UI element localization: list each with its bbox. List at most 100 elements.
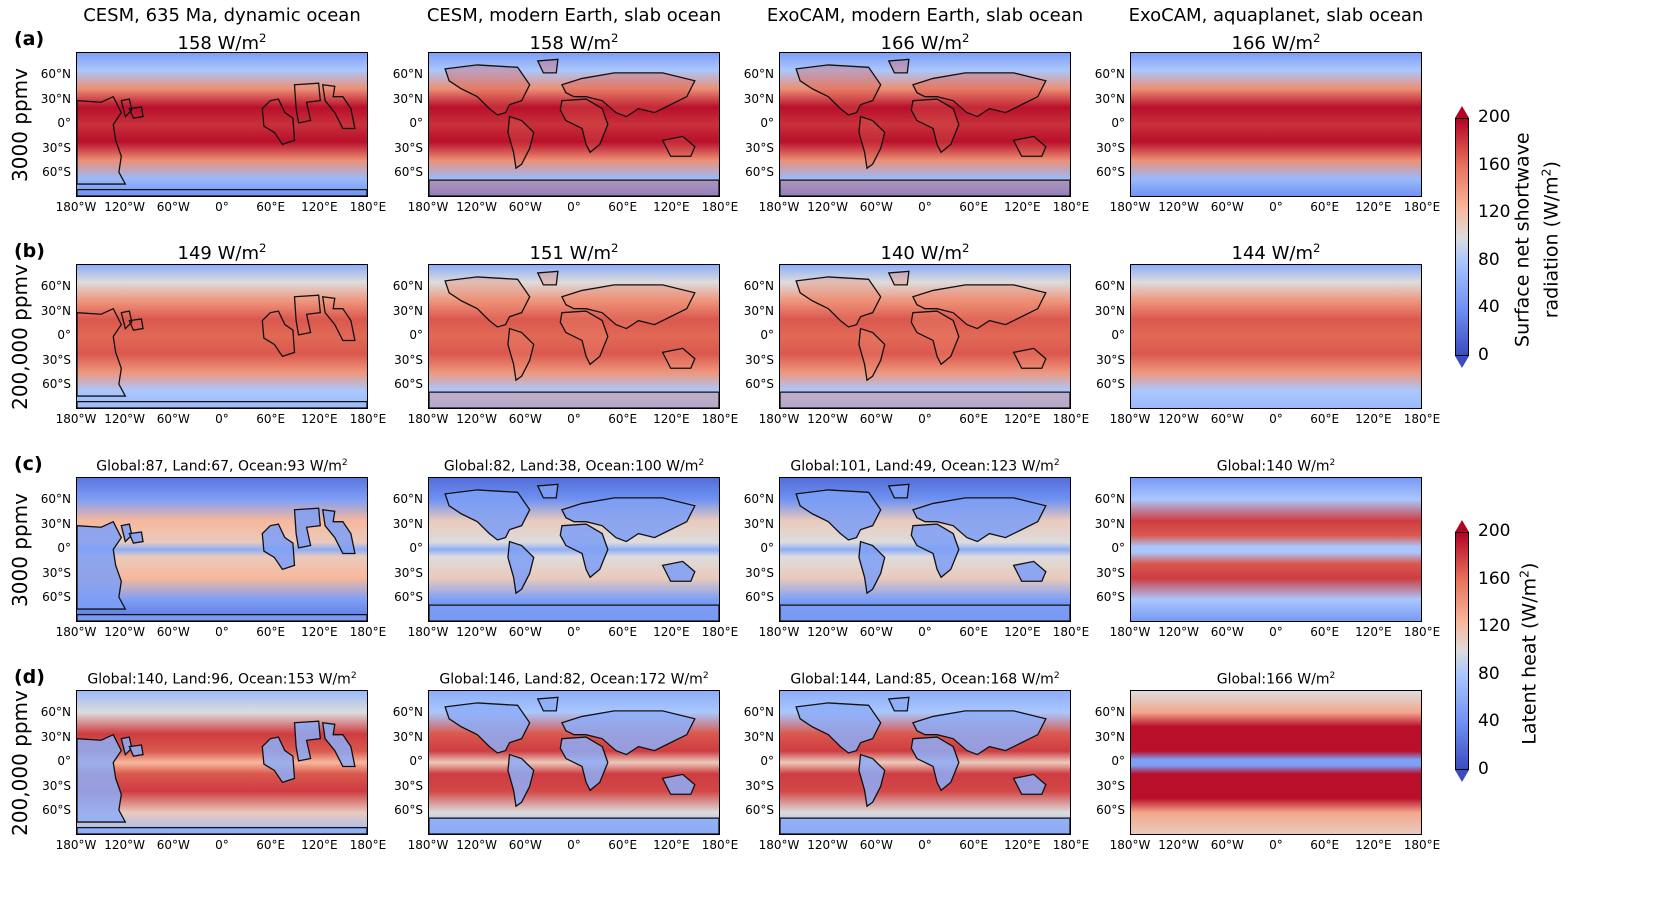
x-tick-label: 180°E [701,200,739,214]
x-tick-label: 180°W [407,625,449,639]
coastline [262,99,294,144]
y-tick-label: 30°N [1094,91,1125,106]
y-tick-label: 30°N [743,303,774,318]
x-tick-label: 120°E [1355,625,1392,639]
map-d-4[interactable] [1130,690,1422,835]
x-tick-label: 120°E [1004,625,1041,639]
panel-value-1-4: 166 W/m2 [1076,27,1476,55]
unit-superscript: 2 [1313,241,1321,255]
y-tick-label: 30°S [1096,352,1125,367]
y-tick-label: 30°N [392,729,423,744]
coastline [663,136,695,156]
x-tick-label: 180°E [349,838,387,852]
map-field [1131,691,1421,834]
map-a-3[interactable] [779,52,1071,197]
x-tick-label: 120°E [301,412,338,426]
unit-text: W/m [661,458,699,475]
map-a-1[interactable] [76,52,368,197]
coastline [562,73,695,117]
coastline [429,180,719,196]
map-b-4[interactable] [1130,264,1422,409]
x-tick-label: 60°W [1210,838,1244,852]
x-tick-label: 0° [918,200,932,214]
zonal-field [77,265,367,408]
y-tick-label: 60°N [1094,279,1125,293]
zonal-field [77,478,367,621]
map-field [780,53,1070,196]
y-tick-label: 30°S [42,778,71,793]
coastline [508,117,534,169]
y-tick-label: 0° [57,541,71,555]
x-tick-label: 60°E [256,200,286,214]
panel-value-text: 151 [529,243,564,264]
panel-value-4-4: Global:166 W/m2 [1076,667,1476,689]
map-a-4[interactable] [1130,52,1422,197]
coastline [295,508,321,548]
map-d-2[interactable] [428,690,720,835]
panel-value-text: Global:87, Land:67, Ocean:93 [96,458,306,475]
y-tick-label: 60°N [392,705,423,719]
map-d-1[interactable] [76,690,368,835]
y-tick-label: 30°N [1094,729,1125,744]
x-tick-label: 60°W [1210,200,1244,214]
map-c-1[interactable] [76,477,368,622]
y-tick-label: 30°N [40,516,71,531]
unit-superscript: 2 [962,31,970,45]
x-tick-label: 180°E [1052,200,1090,214]
panel-value-text: 158 [177,33,212,54]
unit-superscript: 2 [962,241,970,255]
x-tick-label: 180°W [758,838,800,852]
map-d-3[interactable] [779,690,1071,835]
x-tick-label: 180°W [758,625,800,639]
y-tick-label: 30°S [394,140,423,155]
map-c-2[interactable] [428,477,720,622]
panel-value-text: 149 [177,243,212,264]
y-tick-label: 30°N [1094,516,1125,531]
x-tick-label: 60°E [959,412,989,426]
y-tick-label: 60°N [1094,67,1125,81]
map-c-3[interactable] [779,477,1071,622]
y-tick-label: 60°N [392,492,423,506]
colorbar-tick-label: 160 [1478,154,1511,175]
map-b-3[interactable] [779,264,1071,409]
colorbar-label-2: Latent heat (W/m2) [1512,494,1541,814]
unit-superscript: 2 [259,241,267,255]
coastline [663,561,695,581]
unit-text: W/m [1292,458,1330,475]
y-tick-label: 60°S [394,590,423,604]
colorbar-tick-label: 40 [1478,297,1500,318]
coastline [663,774,695,794]
x-tick-label: 0° [215,838,229,852]
map-field [1131,265,1421,408]
x-tick-label: 120°E [653,200,690,214]
y-tick-label: 60°N [40,492,71,506]
map-b-1[interactable] [76,264,368,409]
map-b-2[interactable] [428,264,720,409]
map-field [429,691,719,834]
coastline [262,311,294,356]
colorbar-label-line1: Surface net shortwave [1511,132,1534,347]
x-tick-label: 180°W [407,412,449,426]
coastline [129,319,143,330]
y-tick-label: 60°S [42,803,71,817]
row-label-2: (b) [14,240,45,262]
coastline [562,498,695,542]
coastline [913,73,1046,117]
colorbar-label-text: Latent heat (W/m [1518,577,1541,745]
x-tick-label: 120°E [1355,200,1392,214]
row-label-4: (d) [14,666,45,688]
map-c-4[interactable] [1130,477,1422,622]
x-tick-label: 60°E [959,838,989,852]
x-tick-label: 60°E [608,412,638,426]
coastline [323,510,355,554]
colorbar-tick-label: 0 [1478,759,1489,779]
x-tick-label: 60°E [959,625,989,639]
colorbar-tick-label: 120 [1478,202,1511,223]
unit-text: W/m [1265,33,1314,54]
y-tick-label: 30°S [394,778,423,793]
y-tick-label: 60°S [42,377,71,391]
y-tick-label: 30°N [743,516,774,531]
map-a-2[interactable] [428,52,720,197]
unit-superscript: 2 [611,31,619,45]
x-tick-label: 0° [215,412,229,426]
